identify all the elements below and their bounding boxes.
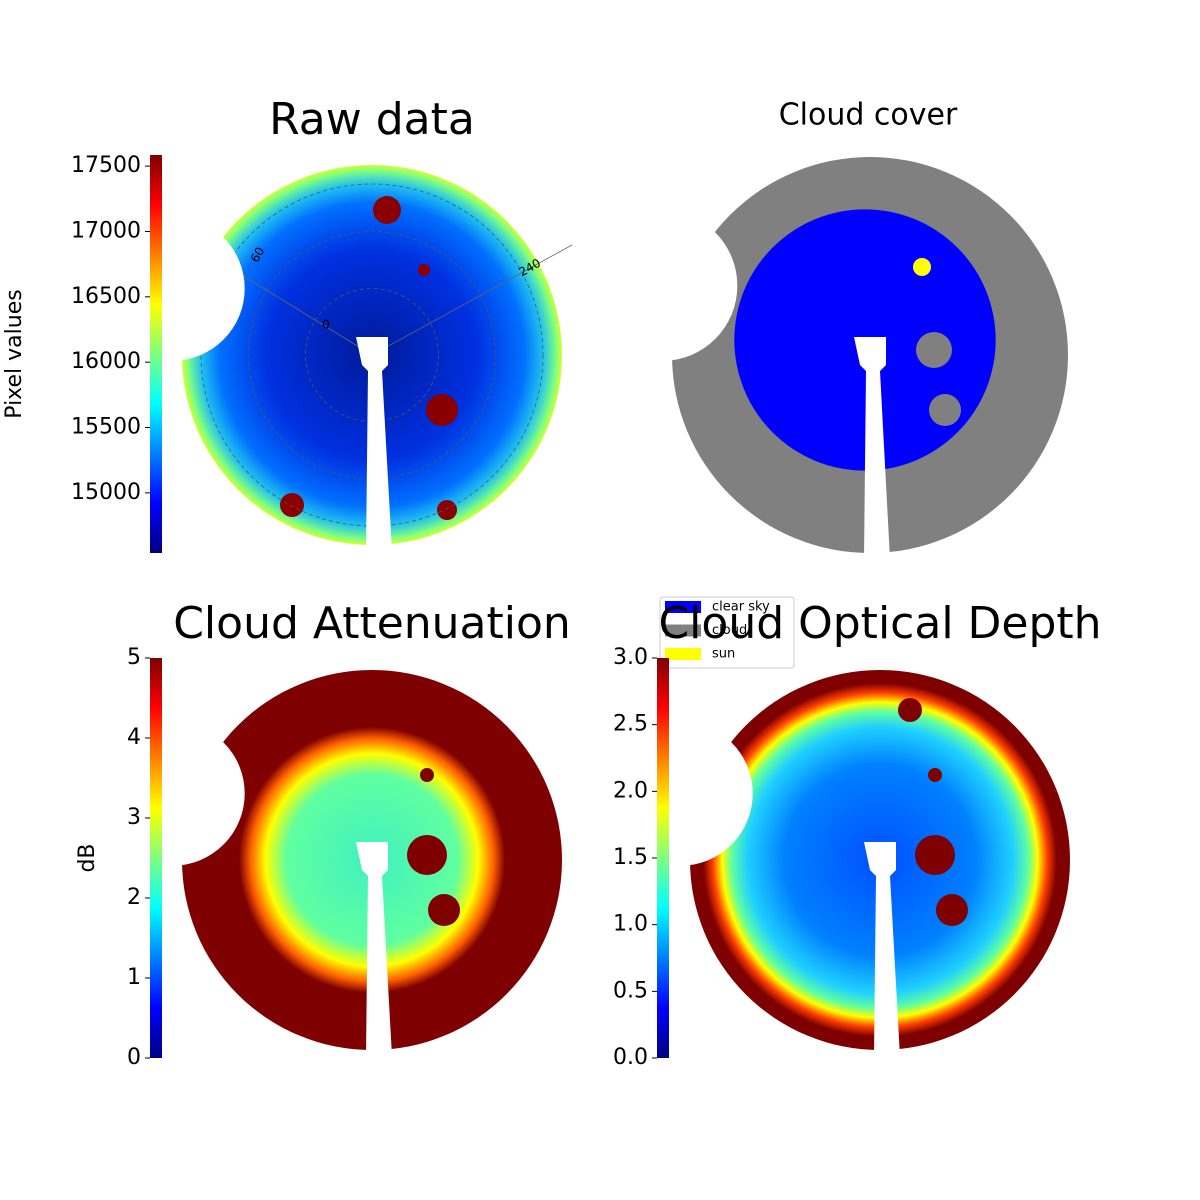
colorbar-tick-label: 15000 <box>71 480 141 505</box>
horizon-mask <box>586 210 738 361</box>
colorbar-tick-label: 16500 <box>71 284 141 309</box>
cloud-patch <box>437 500 457 520</box>
legend-label: sun <box>712 647 735 662</box>
colorbar-tick-label: 0 <box>127 1045 141 1070</box>
colorbar-tick-label: 2.0 <box>613 778 648 803</box>
cloud-patch <box>373 196 401 224</box>
chart-title: Cloud Attenuation <box>173 598 571 649</box>
colorbar-tick-label: 0.0 <box>613 1045 648 1070</box>
colorbar-tick-label: 0.5 <box>613 978 648 1003</box>
colorbar-tick-label: 1.5 <box>613 845 648 870</box>
colorbar-tick-label: 4 <box>127 725 141 750</box>
colorbar <box>657 658 669 1058</box>
camera-mast <box>356 337 392 552</box>
legend: clear sky cloud sun <box>659 596 795 669</box>
colorbar-label: dB <box>75 843 100 872</box>
polar-ring <box>305 288 439 422</box>
horizon-mask <box>100 216 245 361</box>
legend-swatch <box>665 624 701 637</box>
cloud-region <box>916 332 952 368</box>
polar-label: 60 <box>248 245 268 265</box>
cloud-patch <box>420 768 434 782</box>
horizon-mask <box>100 721 245 866</box>
camera-mast <box>854 337 890 560</box>
sky-image <box>608 670 1070 1057</box>
camera-mast <box>356 842 392 1057</box>
legend-label: cloud <box>712 623 747 638</box>
colorbar-tick-label: 17500 <box>71 153 141 178</box>
camera-mast <box>864 842 900 1057</box>
sky-image: 120602400 <box>100 165 573 552</box>
colorbar-tick-label: 2 <box>127 885 141 910</box>
polar-spoke <box>371 244 573 356</box>
polar-ring <box>248 231 496 479</box>
cloud-patch <box>390 698 414 722</box>
cloud-patch <box>936 894 968 926</box>
sky-image <box>100 670 562 1057</box>
cloud-patch <box>418 264 430 276</box>
colorbar-tick-label: 3 <box>127 805 141 830</box>
colorbar-tick-label: 1 <box>127 965 141 990</box>
cloud-patch <box>898 698 922 722</box>
cloud-patch <box>428 894 460 926</box>
legend-label: clear sky <box>712 600 770 615</box>
legend-swatch <box>665 601 701 613</box>
cloud-patch <box>426 394 458 426</box>
cloud-patch <box>407 835 447 875</box>
colorbar-label: Pixel values <box>2 289 27 418</box>
chart-title: Cloud Optical Depth <box>658 598 1101 649</box>
sun <box>913 258 931 276</box>
legend-swatch <box>665 648 701 660</box>
colorbar <box>150 155 162 553</box>
colorbar-tick-label: 5 <box>127 645 141 670</box>
colorbar-tick-label: 15500 <box>71 415 141 440</box>
colorbar-tick-label: 2.5 <box>613 712 648 737</box>
cloud-patch <box>280 493 304 517</box>
colorbar-tick-label: 16000 <box>71 349 141 374</box>
colorbar-tick-label: 1.0 <box>613 912 648 937</box>
chart-title: Raw data <box>269 94 475 145</box>
cloud-region <box>929 394 961 426</box>
cloud-mask <box>586 157 1068 560</box>
colorbar-tick-label: 3.0 <box>613 645 648 670</box>
colorbar <box>150 658 162 1058</box>
colorbar-tick-label: 17000 <box>71 218 141 243</box>
cloud-patch <box>928 768 942 782</box>
cloud-patch <box>915 835 955 875</box>
chart-title: Cloud cover <box>779 98 958 133</box>
polar-label: 0 <box>322 318 330 332</box>
horizon-mask <box>608 721 753 866</box>
